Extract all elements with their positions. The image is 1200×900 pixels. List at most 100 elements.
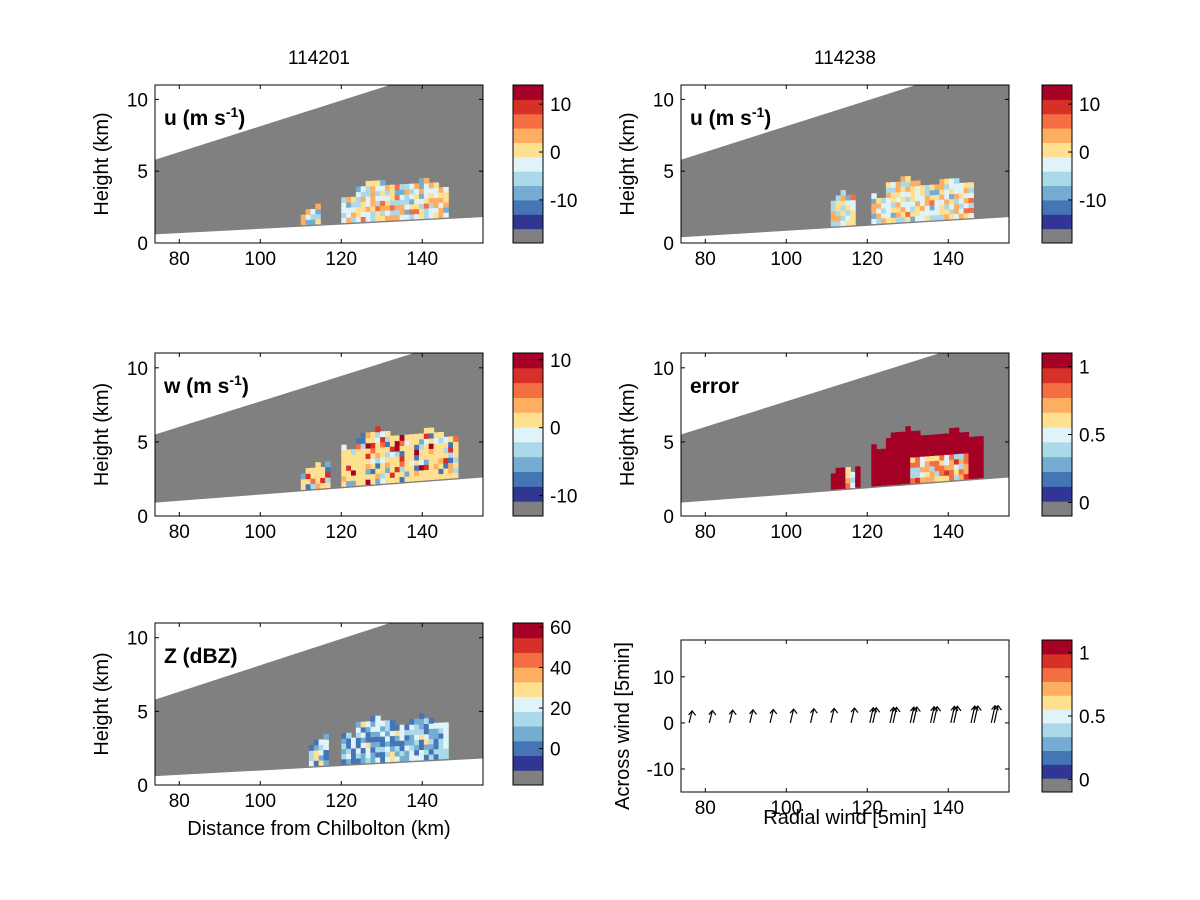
echo-pixel	[341, 465, 347, 472]
colorbar-swatch	[513, 740, 543, 757]
echo-pixel	[414, 734, 420, 740]
echo-pixel	[929, 450, 936, 457]
echo-pixel	[953, 427, 960, 434]
colorbar-swatch	[513, 353, 543, 369]
echo-pixel	[968, 192, 974, 198]
wind-arrow	[688, 709, 697, 724]
echo-pixel	[453, 436, 459, 442]
colorbar-swatch	[513, 501, 543, 517]
arrow-shaft	[809, 708, 815, 724]
echo-pixel	[360, 216, 367, 223]
echo-pixel	[360, 186, 367, 192]
echo-pixel	[423, 723, 430, 730]
echo-pixel	[409, 755, 415, 761]
arrow-shaft	[929, 706, 935, 724]
echo-pixel	[871, 444, 877, 451]
echo-pixel	[365, 442, 372, 449]
echo-pixel	[419, 474, 425, 481]
x-tick-label: 140	[406, 522, 438, 543]
echo-pixel	[876, 218, 882, 224]
echo-pixel	[389, 440, 396, 447]
echo-pixel	[850, 219, 856, 226]
colorbar: 60 40 20 0	[512, 618, 571, 786]
echo-pixel	[323, 749, 329, 756]
echo-region-0	[308, 733, 329, 767]
echo-pixel	[399, 209, 406, 215]
echo-pixel	[355, 191, 362, 198]
echo-pixel	[433, 743, 440, 750]
echo-pixel	[428, 728, 435, 735]
echo-pixel	[953, 463, 960, 470]
echo-pixel	[910, 430, 916, 437]
echo-pixel	[409, 719, 415, 725]
echo-pixel	[840, 210, 847, 216]
echo-pixel	[346, 454, 352, 461]
echo-pixel	[394, 461, 401, 468]
echo-pixel	[968, 473, 974, 479]
echo-pixel	[394, 724, 401, 731]
echo-pixel	[313, 744, 320, 751]
echo-pixel	[968, 207, 974, 214]
echo-pixel	[900, 211, 906, 218]
echo-pixel	[919, 215, 926, 222]
echo-pixel	[900, 442, 906, 448]
echo-pixel	[443, 742, 449, 749]
echo-pixel	[433, 473, 440, 480]
echo-pixel	[375, 751, 381, 758]
echo-pixel	[370, 746, 376, 753]
echo-pixel	[428, 743, 435, 750]
colorbar-tick-label: 0.5	[1079, 426, 1105, 447]
echo-pixel	[973, 452, 979, 458]
echo-pixel	[876, 480, 882, 487]
echo-pixel	[409, 434, 415, 441]
echo-pixel	[370, 432, 376, 438]
y-tick-label: 0	[663, 714, 674, 735]
echo-pixel	[953, 213, 960, 219]
echo-pixel	[910, 436, 916, 442]
y-tick-label: 10	[127, 359, 148, 380]
echo-pixel	[433, 202, 440, 209]
echo-pixel	[443, 191, 449, 198]
colorbar-swatch	[513, 171, 543, 187]
echo-pixel	[305, 209, 312, 215]
echo-pixel	[924, 215, 931, 221]
echo-pixel	[924, 205, 931, 211]
echo-pixel	[308, 745, 315, 751]
echo-pixel	[910, 216, 916, 222]
echo-pixel	[399, 466, 406, 472]
echo-pixel	[919, 185, 926, 191]
arrow-shaft	[953, 706, 959, 724]
echo-pixel	[414, 208, 420, 215]
echo-pixel	[929, 189, 936, 196]
echo-pixel	[871, 218, 877, 225]
echo-pixel	[905, 216, 911, 222]
echo-pixel	[968, 182, 974, 188]
echo-pixel	[433, 458, 440, 465]
echo-pixel	[346, 449, 352, 456]
echo-pixel	[428, 469, 435, 475]
x-tick-label: 120	[325, 791, 357, 812]
echo-pixel	[934, 449, 940, 456]
colorbar-swatch	[1042, 367, 1072, 384]
echo-pixel	[318, 754, 325, 761]
x-tick-label: 140	[406, 791, 438, 812]
echo-pixel	[315, 218, 321, 225]
annotation-text: u (m s	[690, 107, 752, 130]
echo-pixel	[423, 443, 430, 450]
echo-pixel	[443, 473, 449, 479]
echo-pixel	[915, 180, 921, 187]
echo-pixel	[360, 432, 367, 439]
echo-pixel	[414, 739, 420, 746]
echo-pixel	[900, 201, 906, 208]
echo-pixel	[380, 741, 386, 747]
echo-pixel	[876, 213, 882, 219]
echo-pixel	[915, 440, 921, 447]
echo-pixel	[840, 195, 847, 201]
echo-pixel	[365, 473, 372, 480]
y-tick-label: 10	[653, 359, 674, 380]
echo-pixel	[433, 187, 440, 194]
echo-pixel	[949, 469, 955, 476]
echo-pixel	[924, 466, 931, 472]
colorbar-swatch	[1042, 185, 1072, 201]
